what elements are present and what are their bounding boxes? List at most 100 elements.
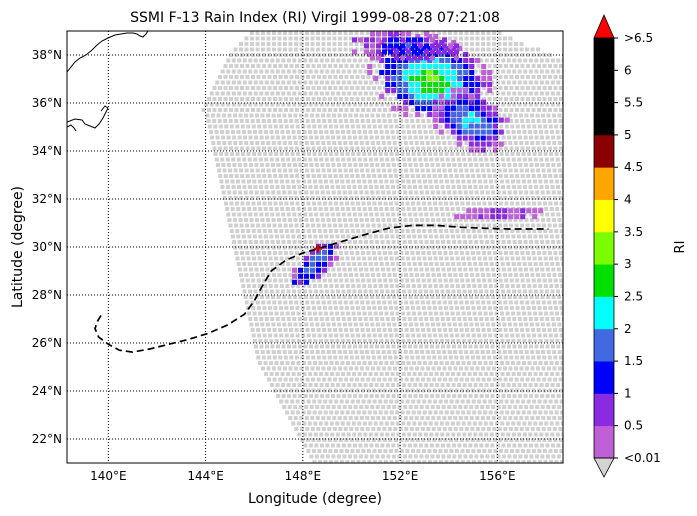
colorbar-segment — [594, 393, 614, 427]
rain-pixel — [492, 105, 498, 111]
rain-pixel — [462, 117, 468, 123]
rain-pixel — [469, 58, 475, 63]
rain-pixel — [445, 64, 451, 69]
rain-pixel — [424, 49, 429, 55]
rain-pixel — [397, 70, 403, 75]
rain-pixel — [370, 31, 375, 37]
rain-pixel — [438, 93, 444, 99]
rain-pixel — [292, 267, 297, 273]
rain-pixel — [400, 37, 405, 43]
rain-pixel — [474, 117, 480, 123]
rain-pixel — [492, 129, 498, 135]
rain-pixel — [463, 64, 469, 69]
rain-pixel — [433, 94, 439, 99]
colorbar-tick-label: 1 — [624, 386, 632, 400]
colorbar-segment — [594, 231, 614, 265]
rain-pixel — [397, 52, 403, 57]
rain-pixel — [439, 70, 445, 75]
lon-tick-label: 156°E — [479, 469, 516, 483]
rain-pixel — [412, 37, 417, 43]
rain-pixel — [427, 106, 433, 111]
colorbar-segment — [594, 134, 614, 168]
rain-pixel — [421, 70, 427, 75]
rain-pixel — [430, 43, 435, 49]
rain-pixel — [415, 64, 421, 69]
rain-pixel — [310, 267, 315, 273]
lon-tick-label: 144°E — [187, 469, 224, 483]
rain-pixel — [409, 82, 415, 87]
rain-pixel — [432, 99, 438, 105]
rain-pixel — [433, 82, 439, 87]
rain-pixel — [480, 117, 486, 123]
rain-pixel — [442, 43, 447, 49]
rain-pixel — [367, 52, 373, 57]
rain-pixel — [427, 112, 433, 117]
rain-pixel — [427, 100, 433, 105]
rain-pixel — [430, 49, 435, 55]
rain-pixel — [403, 88, 409, 93]
rain-pixel — [450, 105, 456, 111]
rain-pixel — [450, 99, 456, 105]
rain-pixel — [496, 208, 502, 214]
rain-pixel — [445, 52, 451, 57]
rain-pixel — [352, 37, 357, 43]
rain-pixel — [474, 99, 480, 105]
rain-pixel — [492, 141, 498, 147]
rain-pixel — [444, 111, 450, 117]
rain-pixel — [454, 55, 459, 61]
rain-pixel — [412, 43, 417, 49]
rain-pixel — [316, 255, 321, 261]
rain-pixel — [316, 267, 321, 273]
rain-pixel — [421, 58, 427, 63]
rain-pixel — [481, 82, 487, 87]
colorbar-over-triangle — [593, 13, 615, 39]
colorbar-tick-label: 5 — [624, 128, 632, 142]
rain-pixel — [444, 117, 450, 123]
rain-pixel — [415, 82, 421, 87]
rain-pixel — [328, 261, 333, 267]
rain-pixel — [439, 88, 445, 93]
colorbar-segment — [594, 328, 614, 362]
rain-pixel — [496, 214, 502, 220]
rain-pixel — [388, 37, 393, 43]
rain-pixel — [415, 112, 421, 117]
latitude-ticks: 22°N 24°N 26°N 28°N 30°N 32°N 34°N 36°N 38°N — [32, 48, 62, 446]
rain-pixel — [450, 123, 456, 129]
rain-pixel — [504, 117, 510, 123]
rain-pixel — [397, 64, 403, 69]
rain-pixel — [385, 76, 391, 81]
colorbar-segment — [594, 102, 614, 136]
rain-pixel — [379, 52, 385, 57]
rain-pixel — [310, 261, 315, 267]
rain-pixel — [456, 99, 462, 105]
rain-pixel — [487, 82, 493, 87]
rain-pixel — [403, 70, 409, 75]
rain-pixel — [379, 58, 385, 63]
rain-pixel — [463, 52, 469, 57]
rain-pixel — [468, 135, 474, 141]
rain-pixel — [462, 111, 468, 117]
rain-pixel — [400, 43, 405, 49]
rain-pixel — [442, 49, 447, 55]
lat-tick-label: 38°N — [32, 48, 62, 62]
rain-pixel — [438, 117, 444, 123]
rain-pixel — [481, 76, 487, 81]
rain-pixel — [457, 76, 463, 81]
rain-pixel — [478, 214, 484, 220]
rain-pixel — [358, 37, 363, 43]
rain-pixel — [456, 123, 462, 129]
rain-pixel — [403, 106, 409, 111]
rain-pixel — [400, 55, 405, 61]
rain-pixel — [427, 34, 433, 39]
longitude-ticks: 140°E 144°E 148°E 152°E 156°E — [90, 469, 516, 483]
colorbar-tick-label: 1.5 — [624, 354, 643, 368]
rain-pixel — [421, 88, 427, 93]
rain-pixel — [444, 105, 450, 111]
y-axis-label: Latitude (degree) — [10, 186, 26, 308]
colorbar-segment — [594, 70, 614, 104]
rain-pixel — [451, 52, 457, 57]
rain-pixel — [438, 111, 444, 117]
rain-pixel — [448, 49, 453, 55]
rain-pixel — [432, 117, 438, 123]
